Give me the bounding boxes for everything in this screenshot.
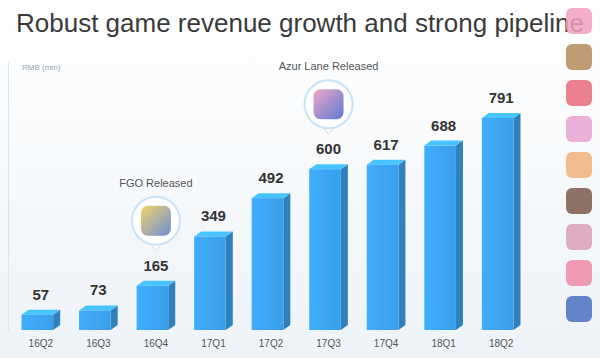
bar-side (398, 160, 405, 330)
bar-top (367, 160, 406, 165)
x-tick: 17Q4 (374, 338, 399, 349)
x-tick: 17Q1 (201, 338, 226, 349)
bar-top (22, 310, 61, 315)
bar-top (137, 281, 176, 286)
background (0, 0, 600, 358)
annotation-pin (132, 197, 180, 251)
x-tick-label: 18Q1 (431, 338, 456, 349)
app-icon (141, 206, 171, 236)
annotation-text: FGO Released (119, 177, 192, 189)
data-label: 349 (201, 207, 226, 224)
icon (566, 152, 592, 178)
x-tick-label: 17Q1 (201, 338, 226, 349)
x-tick: 16Q4 (144, 338, 169, 349)
icon (566, 260, 592, 286)
bar (79, 310, 111, 330)
bar-top (252, 193, 291, 198)
x-tick-label: 17Q2 (259, 338, 284, 349)
data-label: 791 (489, 89, 514, 106)
pin-circle (132, 197, 180, 245)
bar (482, 118, 514, 330)
bar (137, 286, 169, 330)
bar-side (513, 113, 520, 330)
data-label: 73 (90, 281, 107, 298)
x-tick: 17Q3 (316, 338, 341, 349)
bar-top (79, 305, 118, 310)
bar (194, 236, 226, 330)
data-label: 617 (374, 136, 399, 153)
bar-side (456, 141, 463, 330)
icon (566, 188, 592, 214)
title: Robust game revenue growth and strong pi… (16, 8, 584, 38)
icon (566, 80, 592, 106)
bars (22, 113, 521, 330)
icon (566, 296, 592, 322)
x-tick: 16Q2 (29, 338, 54, 349)
pin-circle (305, 80, 353, 128)
icon (566, 44, 592, 70)
x-tick-label: 17Q4 (374, 338, 399, 349)
data-label: 600 (316, 140, 341, 157)
bar (252, 198, 284, 330)
x-tick: 17Q2 (259, 338, 284, 349)
x-tick: 18Q2 (489, 338, 514, 349)
y-label: RMB (mm) (22, 63, 61, 72)
x-tick-label: 17Q3 (316, 338, 341, 349)
x-tick-label: 16Q3 (86, 338, 111, 349)
annotation-text: Azur Lane Released (279, 60, 379, 72)
icon (566, 116, 592, 142)
bar (22, 315, 54, 330)
annotation-pin (305, 80, 353, 134)
chart: Robust game revenue growth and strong pi… (0, 0, 600, 358)
icon (566, 224, 592, 250)
x-tick: 16Q3 (86, 338, 111, 349)
bar-top (194, 231, 233, 236)
bar (309, 169, 341, 330)
bar (424, 146, 456, 330)
bar-side (168, 281, 175, 330)
data-label: 688 (431, 117, 456, 134)
x-tick-label: 18Q2 (489, 338, 514, 349)
x-tick-label: 16Q4 (144, 338, 169, 349)
x-axis: 16Q2 16Q3 16Q4 17Q1 17Q2 17Q3 17Q4 18Q1 18Q2 (29, 338, 514, 349)
x-tick-label: 16Q2 (29, 338, 54, 349)
y-axis-line (8, 63, 9, 331)
y-axis (8, 63, 9, 331)
data-label: 492 (258, 169, 283, 186)
bar (367, 165, 399, 330)
app-icon (314, 89, 344, 119)
bar-top (424, 141, 463, 146)
data-label: 165 (143, 257, 168, 274)
bar-side (283, 193, 290, 330)
icon-column (566, 8, 592, 322)
data-label: 57 (32, 286, 49, 303)
bar-side (341, 164, 348, 330)
x-tick: 18Q1 (431, 338, 456, 349)
bar-top (482, 113, 521, 118)
bar-side (226, 231, 233, 330)
bar-top (309, 164, 348, 169)
icon (566, 8, 592, 34)
